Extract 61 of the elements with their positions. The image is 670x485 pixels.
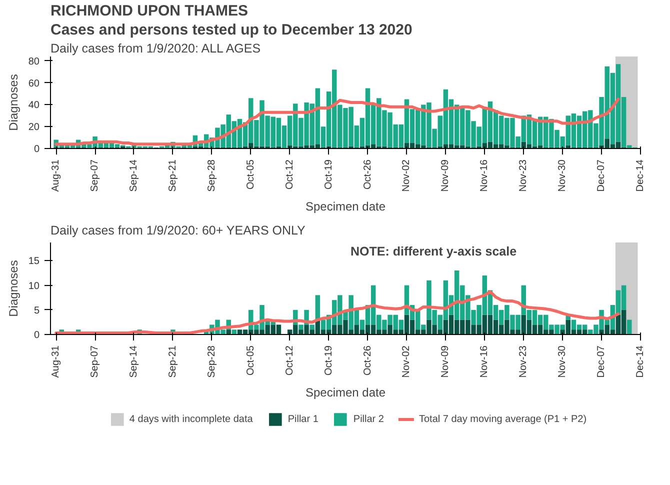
x-tick-label: Oct-05	[245, 159, 256, 190]
x-tick-label: Sep-28	[206, 159, 218, 192]
x-tick-label: Aug-31	[50, 159, 62, 192]
x-tick-label: Nov-23	[518, 345, 530, 378]
legend-label: 4 days with incomplete data	[129, 414, 253, 424]
y-tick-label: 80	[28, 56, 40, 68]
x-axis-title: Specimen date	[305, 386, 386, 400]
chart-title: RICHMOND UPON THAMES	[50, 2, 248, 20]
x-tick-label: Nov-02	[401, 345, 412, 378]
y-tick-label: 15	[28, 256, 40, 268]
y-tick-label: 0	[34, 144, 40, 155]
legend-label: Total 7 day moving average (P1 + P2)	[418, 414, 587, 424]
x-tick-label: Sep-28	[206, 345, 218, 378]
x-tick-label: Sep-21	[167, 159, 178, 192]
x-tick-label: Nov-30	[557, 345, 568, 378]
x-tick-label: Sep-07	[90, 345, 101, 378]
y-tick-label: 0	[34, 330, 40, 341]
bar	[298, 324, 304, 330]
x-axis-title: Specimen date	[305, 200, 386, 214]
x-tick-label: Sep-21	[167, 345, 178, 378]
x-tick-label: Nov-30	[557, 159, 568, 192]
y-axis-title: Diagnoses	[6, 74, 20, 131]
y-axis-title: Diagnoses	[6, 260, 20, 317]
chart-title: Daily cases from 1/9/2020: 60+ YEARS ONLY	[50, 224, 306, 238]
x-tick-label: Sep-14	[128, 345, 140, 378]
bar	[627, 320, 632, 334]
y-tick-label: 40	[28, 100, 40, 112]
x-tick-label: Nov-02	[401, 159, 412, 192]
x-tick-label: Oct-12	[284, 345, 296, 376]
x-tick-label: Nov-23	[518, 159, 530, 192]
x-tick-label: Oct-26	[362, 345, 374, 376]
x-tick-label: Nov-16	[479, 345, 490, 378]
legend-label: Pillar 2	[353, 414, 384, 424]
line-series	[54, 290, 620, 334]
chart-subtitle: Cases and persons tested up to December 13 2020	[50, 22, 412, 38]
x-tick-label: Oct-05	[245, 345, 256, 376]
bar	[226, 330, 231, 334]
legend-label: Pillar 1	[288, 414, 318, 424]
x-tick-label: Nov-09	[440, 159, 452, 192]
x-tick-label: Sep-07	[90, 159, 101, 192]
x-tick-label: Dec-07	[596, 159, 608, 192]
x-tick-label: Nov-09	[440, 345, 452, 378]
x-tick-label: Dec-07	[596, 345, 608, 378]
x-tick-label: Oct-19	[323, 159, 334, 190]
bar	[315, 295, 320, 320]
line-series	[54, 98, 620, 146]
x-tick-label: Aug-31	[50, 345, 62, 378]
bar	[310, 324, 314, 330]
x-tick-label: Dec-14	[635, 159, 646, 192]
x-tick-label: Sep-14	[128, 159, 140, 192]
x-tick-label: Dec-14	[635, 345, 646, 378]
x-tick-label: Oct-19	[323, 345, 334, 376]
x-tick-label: Oct-12	[284, 159, 296, 190]
y-tick-label: 60	[28, 78, 40, 90]
annotation: NOTE: different y-axis scale	[350, 244, 517, 258]
y-tick-label: 5	[34, 305, 40, 316]
y-tick-label: 20	[28, 122, 40, 134]
x-tick-label: Nov-16	[479, 159, 490, 192]
y-tick-label: 10	[28, 280, 40, 292]
text: Daily cases from 1/9/2020: ALL AGES	[50, 42, 261, 56]
x-tick-label: Oct-26	[362, 159, 374, 190]
